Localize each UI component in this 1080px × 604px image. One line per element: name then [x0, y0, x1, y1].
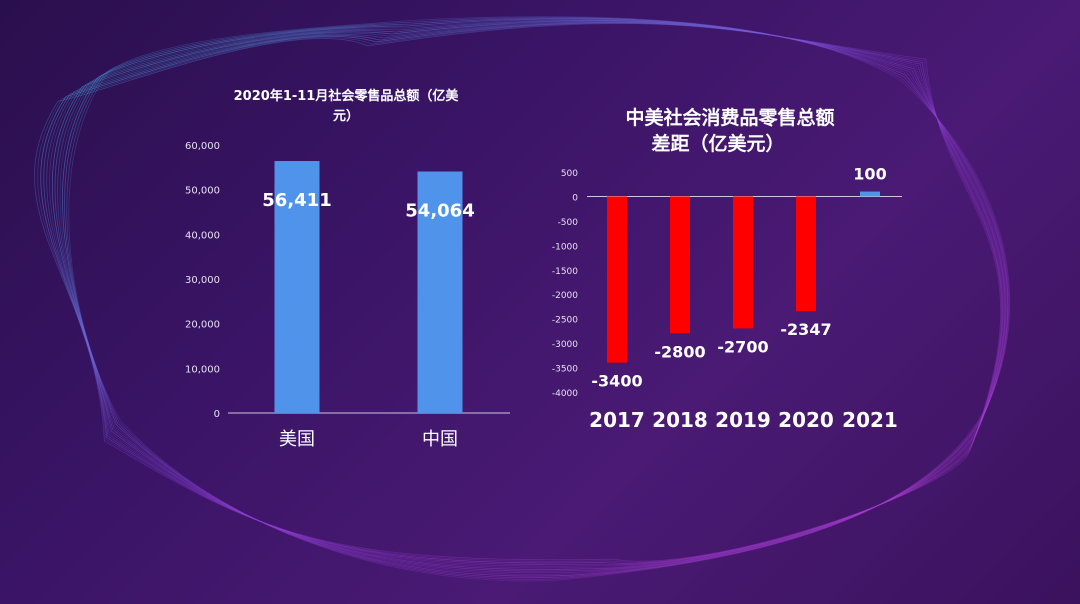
chart2-category-label: 2017	[589, 408, 645, 432]
chart2-y-tick-label: -1000	[552, 242, 578, 252]
chart2-data-label: -2800	[654, 342, 705, 361]
chart2-data-label: 100	[853, 165, 886, 184]
chart2-y-tick-label: 500	[561, 169, 578, 179]
chart2-y-tick-label: -2000	[552, 291, 578, 301]
chart2-category-label: 2020	[778, 408, 834, 432]
chart1-category-label: 美国	[279, 429, 315, 450]
chart2-category-label: 2018	[652, 408, 708, 432]
chart2-y-tick-label: -4000	[552, 389, 578, 399]
gap-bar-chart: 中美社会消费品零售总额 差距（亿美元） 500 0 -500 -1000 -1500 -2…	[552, 106, 902, 432]
chart2-data-label: -2700	[717, 337, 768, 356]
chart1-y-tick-label: 0	[214, 409, 220, 420]
chart2-bar	[796, 196, 816, 312]
chart1-y-tick-label: 10,000	[185, 364, 220, 375]
chart1-y-tick-label: 30,000	[185, 275, 220, 286]
chart2-category-label: 2019	[715, 408, 771, 432]
chart1-category-label: 中国	[422, 429, 458, 450]
retail-sales-bar-chart: 2020年1-11月社会零售品总额（亿美 元） 0 10,000 20,000 30,…	[185, 88, 510, 450]
chart2-data-label: -2347	[780, 320, 831, 339]
chart1-y-tick-label: 50,000	[185, 186, 220, 197]
chart1-title-line2: 元）	[333, 108, 359, 124]
chart1-y-axis: 0 10,000 20,000 30,000 40,000 50,000 60,000	[185, 141, 220, 420]
chart2-y-tick-label: -2500	[552, 316, 578, 326]
decorative-wave-lines	[34, 16, 1011, 582]
chart2-bar	[607, 196, 627, 363]
chart1-y-tick-label: 20,000	[185, 320, 220, 331]
chart1-bars: 56,411 美国 54,064 中国	[262, 161, 475, 450]
chart2-y-tick-label: 0	[572, 193, 578, 203]
chart2-bar	[670, 196, 690, 334]
chart1-y-tick-label: 40,000	[185, 230, 220, 241]
chart2-title-line1: 中美社会消费品零售总额	[625, 106, 834, 129]
chart2-bar	[733, 196, 753, 329]
chart2-bars: -3400 2017 -2800 2018 -2700 2019 -2347 2020 100 2…	[589, 165, 898, 432]
chart2-category-label: 2021	[842, 408, 898, 432]
chart1-bar	[417, 171, 463, 413]
chart2-title-line2: 差距（亿美元）	[651, 132, 784, 155]
chart1-bar	[274, 161, 320, 413]
chart1-data-label: 56,411	[262, 190, 331, 211]
chart2-y-tick-label: -500	[558, 218, 579, 228]
chart2-y-tick-label: -3000	[552, 340, 578, 350]
chart2-y-tick-label: -1500	[552, 267, 578, 277]
chart2-y-axis: 500 0 -500 -1000 -1500 -2000 -2500 -3000 -3500 -4…	[552, 169, 902, 399]
chart1-title-line1: 2020年1-11月社会零售品总额（亿美	[234, 88, 460, 104]
chart2-bar	[860, 191, 880, 197]
chart1-data-label: 54,064	[405, 201, 474, 222]
chart2-y-tick-label: -3500	[552, 365, 578, 375]
chart1-y-tick-label: 60,000	[185, 141, 220, 152]
chart2-data-label: -3400	[591, 372, 642, 391]
